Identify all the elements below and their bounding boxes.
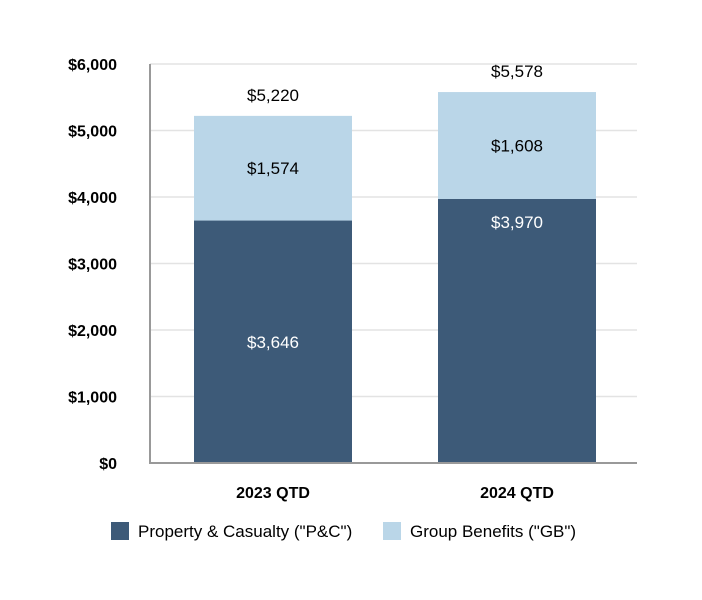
data-label: $1,608 <box>491 137 543 156</box>
y-tick-label: $2,000 <box>68 323 117 340</box>
axes <box>149 64 637 464</box>
y-tick-label: $3,000 <box>68 257 117 274</box>
bar-segment <box>194 220 352 463</box>
x-tick-label: 2024 QTD <box>480 485 554 502</box>
legend-swatch <box>111 522 129 540</box>
y-axis-ticks: $0 $1,000 $2,000 $3,000 $4,000 $5,000 $6,000 <box>68 57 117 473</box>
y-tick-label: $5,000 <box>68 124 117 141</box>
data-label: $1,574 <box>247 159 299 178</box>
y-tick-label: $4,000 <box>68 190 117 207</box>
legend-label: Property & Casualty ("P&C") <box>138 522 352 541</box>
data-label: $3,970 <box>491 213 543 232</box>
legend-swatch <box>383 522 401 540</box>
bars: $3,646 $1,574 $5,220 $3,970 $1,608 $5,578 <box>194 62 596 463</box>
total-label: $5,220 <box>247 86 299 105</box>
y-tick-label: $0 <box>99 456 117 473</box>
data-label: $3,646 <box>247 333 299 352</box>
total-label: $5,578 <box>491 62 543 81</box>
bar-segment <box>438 198 596 463</box>
legend-label: Group Benefits ("GB") <box>410 522 576 541</box>
legend: Property & Casualty ("P&C") Group Benefit… <box>111 522 576 541</box>
y-tick-label: $6,000 <box>68 57 117 74</box>
bar-segment <box>194 115 352 221</box>
x-tick-label: 2023 QTD <box>236 485 310 502</box>
x-axis-ticks: 2023 QTD 2024 QTD <box>236 485 554 502</box>
bar-segment <box>438 92 596 199</box>
y-tick-label: $1,000 <box>68 390 117 407</box>
